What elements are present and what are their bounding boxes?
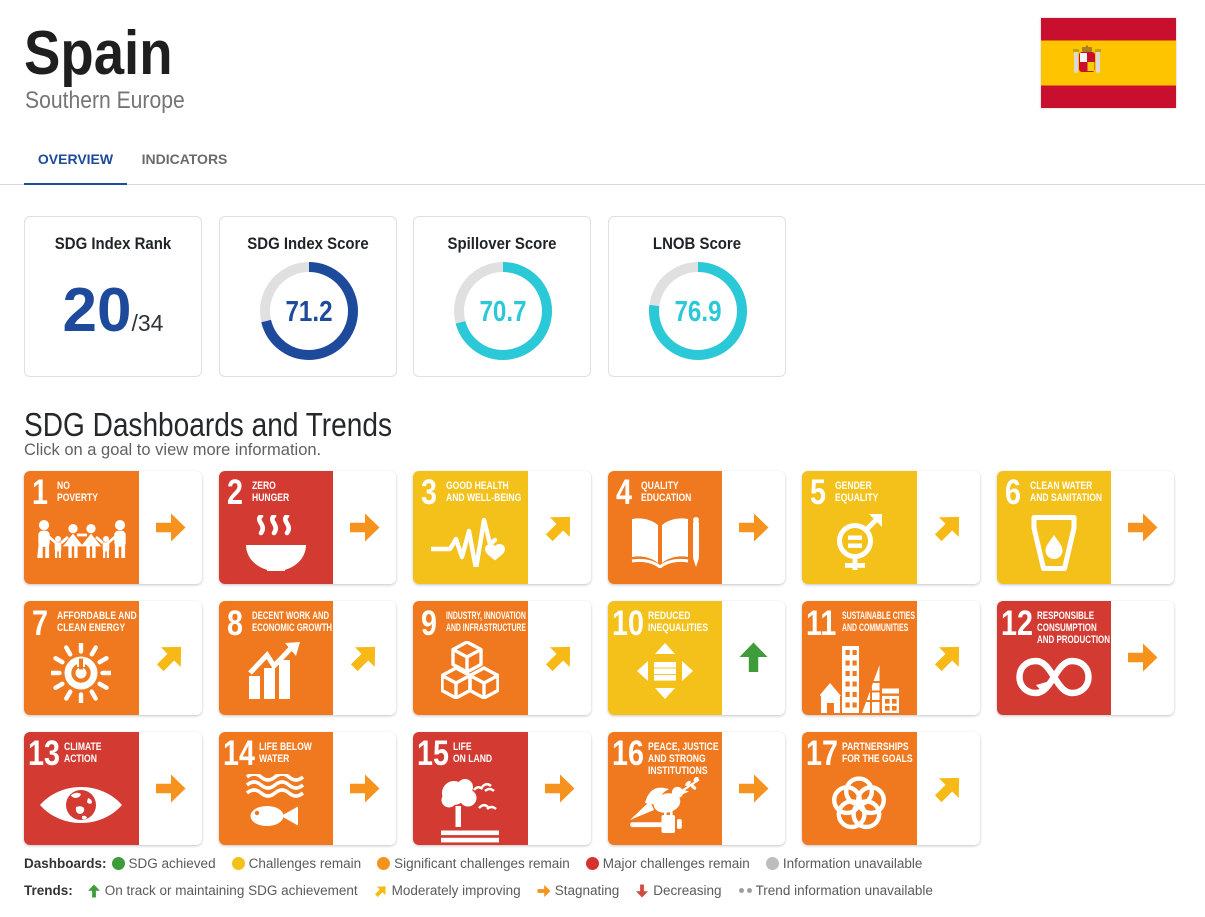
svg-text:71.2: 71.2: [285, 296, 332, 328]
svg-text:70.7: 70.7: [480, 296, 527, 328]
svg-text:76.9: 76.9: [674, 296, 721, 328]
